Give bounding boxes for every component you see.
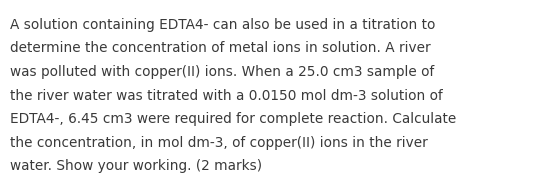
Text: determine the concentration of metal ions in solution. A river: determine the concentration of metal ion… bbox=[10, 42, 431, 55]
Text: the concentration, in mol dm-3, of copper(II) ions in the river: the concentration, in mol dm-3, of coppe… bbox=[10, 136, 428, 149]
Text: A solution containing EDTA4- can also be used in a titration to: A solution containing EDTA4- can also be… bbox=[10, 18, 435, 32]
Text: the river water was titrated with a 0.0150 mol dm-3 solution of: the river water was titrated with a 0.01… bbox=[10, 89, 442, 102]
Text: water. Show your working. (2 marks): water. Show your working. (2 marks) bbox=[10, 159, 262, 173]
Text: EDTA4-, 6.45 cm3 were required for complete reaction. Calculate: EDTA4-, 6.45 cm3 were required for compl… bbox=[10, 112, 456, 126]
Text: was polluted with copper(II) ions. When a 25.0 cm3 sample of: was polluted with copper(II) ions. When … bbox=[10, 65, 434, 79]
